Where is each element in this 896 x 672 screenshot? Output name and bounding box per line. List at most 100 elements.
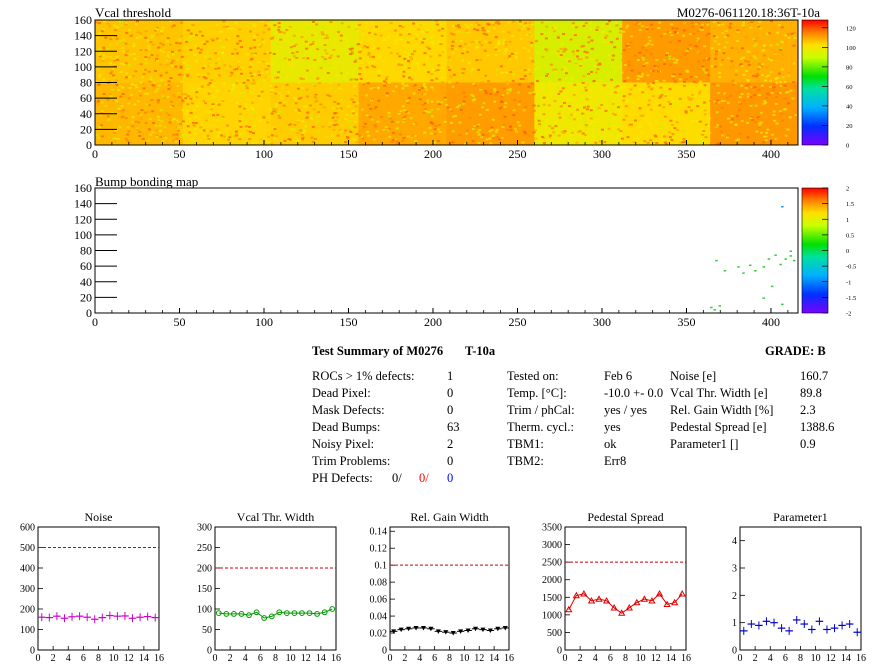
pixel-speck — [455, 40, 459, 43]
pixel-speck — [788, 116, 792, 119]
pixel-speck — [644, 103, 648, 106]
pixel-speck — [668, 41, 672, 44]
pixel-speck — [591, 88, 595, 91]
pixel-speck — [571, 22, 575, 25]
pixel-speck — [402, 117, 406, 120]
pixel-speck — [266, 75, 270, 78]
pixel-speck — [778, 23, 782, 26]
pixel-speck — [692, 76, 696, 79]
pixel-speck — [372, 138, 376, 141]
pixel-speck — [514, 55, 518, 58]
pixel-speck — [430, 115, 434, 118]
pixel-speck — [345, 72, 349, 75]
pixel-speck — [211, 39, 215, 42]
pixel-speck — [190, 102, 194, 105]
pixel-speck — [427, 117, 431, 120]
pixel-speck — [104, 36, 108, 39]
pixel-speck — [423, 52, 427, 55]
pixel-speck — [439, 24, 443, 27]
pixel-speck — [334, 117, 338, 120]
pixel-speck — [790, 33, 794, 36]
pixel-speck — [314, 31, 318, 34]
pixel-speck — [747, 21, 751, 24]
pixel-speck — [539, 82, 543, 85]
y-tick-label: 0.08 — [370, 578, 388, 589]
pixel-speck — [182, 93, 186, 96]
pixel-speck — [687, 106, 691, 109]
pixel-speck — [649, 56, 653, 59]
pixel-speck — [573, 34, 577, 37]
pixel-speck — [598, 140, 602, 143]
pixel-speck — [312, 108, 316, 111]
pixel-speck — [753, 44, 757, 47]
y-tick-label: 140 — [74, 29, 92, 43]
pixel-speck — [672, 100, 676, 103]
pixel-speck — [430, 35, 434, 38]
pixel-speck — [127, 97, 131, 100]
pixel-speck — [644, 44, 648, 47]
pixel-speck — [239, 96, 243, 99]
pixel-speck — [572, 88, 576, 91]
pixel-speck — [593, 125, 597, 128]
pixel-speck — [241, 136, 245, 139]
pixel-speck — [696, 46, 700, 49]
pixel-speck — [291, 63, 295, 66]
pixel-speck — [508, 88, 512, 91]
pixel-speck — [142, 87, 146, 90]
pixel-speck — [244, 103, 248, 106]
pixel-speck — [595, 126, 599, 129]
pixel-speck — [201, 67, 205, 70]
pixel-speck — [682, 80, 686, 83]
defect-pixel — [781, 303, 784, 306]
pixel-speck — [751, 111, 755, 114]
pixel-speck — [160, 79, 164, 82]
pixel-speck — [116, 138, 120, 141]
pixel-speck — [246, 108, 250, 111]
pixel-speck — [534, 40, 538, 43]
pixel-speck — [730, 111, 734, 114]
y-tick-label: 0 — [86, 138, 92, 152]
x-tick-label: 0 — [213, 653, 218, 664]
info-value: yes / yes — [604, 403, 648, 417]
pixel-speck — [406, 41, 410, 44]
pixel-speck — [776, 43, 780, 46]
pixel-speck — [371, 116, 375, 119]
pixel-speck — [490, 128, 494, 131]
pixel-speck — [655, 102, 659, 105]
pixel-speck — [184, 133, 188, 136]
pixel-speck — [287, 33, 291, 36]
pixel-speck — [622, 95, 626, 98]
pixel-speck — [448, 81, 452, 84]
pixel-speck — [758, 66, 762, 69]
pixel-speck — [717, 21, 721, 24]
pixel-speck — [249, 62, 253, 65]
pixel-speck — [754, 85, 758, 88]
pixel-speck — [580, 23, 584, 26]
pixel-speck — [351, 110, 355, 113]
pixel-speck — [420, 87, 424, 90]
pixel-speck — [416, 136, 420, 139]
pixel-speck — [776, 31, 780, 34]
pixel-speck — [194, 60, 198, 63]
roc-block — [534, 82, 623, 146]
pixel-speck — [149, 41, 153, 44]
pixel-speck — [384, 125, 388, 128]
pixel-speck — [155, 88, 159, 91]
pixel-speck — [753, 39, 757, 42]
pixel-speck — [528, 31, 532, 34]
pixel-speck — [508, 125, 512, 128]
pixel-speck — [189, 32, 193, 35]
pixel-speck — [255, 33, 259, 36]
pixel-speck — [211, 103, 215, 106]
pixel-speck — [443, 50, 447, 53]
pixel-speck — [717, 49, 721, 52]
pixel-speck — [641, 72, 645, 75]
pixel-speck — [589, 95, 593, 98]
pixel-speck — [409, 49, 413, 52]
pixel-speck — [129, 53, 133, 56]
pixel-speck — [729, 94, 733, 97]
pixel-speck — [506, 92, 510, 95]
pixel-speck — [571, 50, 575, 53]
pixel-speck — [402, 50, 406, 53]
